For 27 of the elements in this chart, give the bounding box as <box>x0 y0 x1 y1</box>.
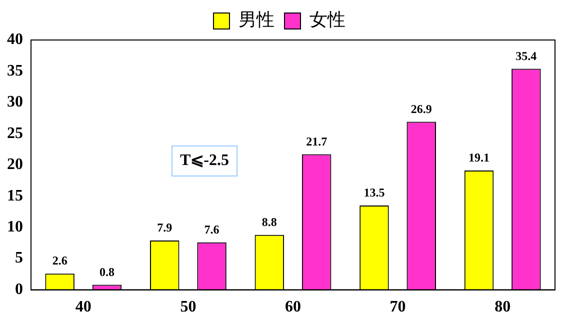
y-tick-label: 15 <box>7 187 23 204</box>
data-label: 35.4 <box>516 48 537 63</box>
y-tick-label: 40 <box>7 31 23 48</box>
x-tick-label: 60 <box>285 298 301 316</box>
data-label: 13.5 <box>364 186 385 200</box>
y-tick-label: 30 <box>7 94 23 111</box>
legend-label: 女性 <box>310 10 346 31</box>
data-label: 0.8 <box>99 264 114 279</box>
data-label: 7.6 <box>204 222 220 236</box>
y-tick-label: 5 <box>15 250 23 267</box>
y-tick-label: 0 <box>15 280 23 298</box>
y-tick-label: 20 <box>7 156 23 174</box>
x-tick-label: 50 <box>180 298 196 316</box>
data-label: 19.1 <box>468 150 490 165</box>
data-label: 2.6 <box>52 254 68 268</box>
x-tick-label: 80 <box>494 298 511 316</box>
data-label: 7.9 <box>157 220 172 235</box>
annotation: T⩽-2.5 <box>180 152 229 170</box>
data-label: 26.9 <box>410 102 432 116</box>
x-tick-label: 70 <box>390 298 406 316</box>
y-tick-label: 10 <box>7 218 23 236</box>
data-label: 8.8 <box>262 214 277 229</box>
y-tick-label: 35 <box>7 62 23 80</box>
y-tick-label: 25 <box>7 124 23 142</box>
data-label: 21.7 <box>306 134 328 148</box>
legend-label: 男性 <box>238 10 274 31</box>
x-tick-label: 40 <box>75 298 92 316</box>
